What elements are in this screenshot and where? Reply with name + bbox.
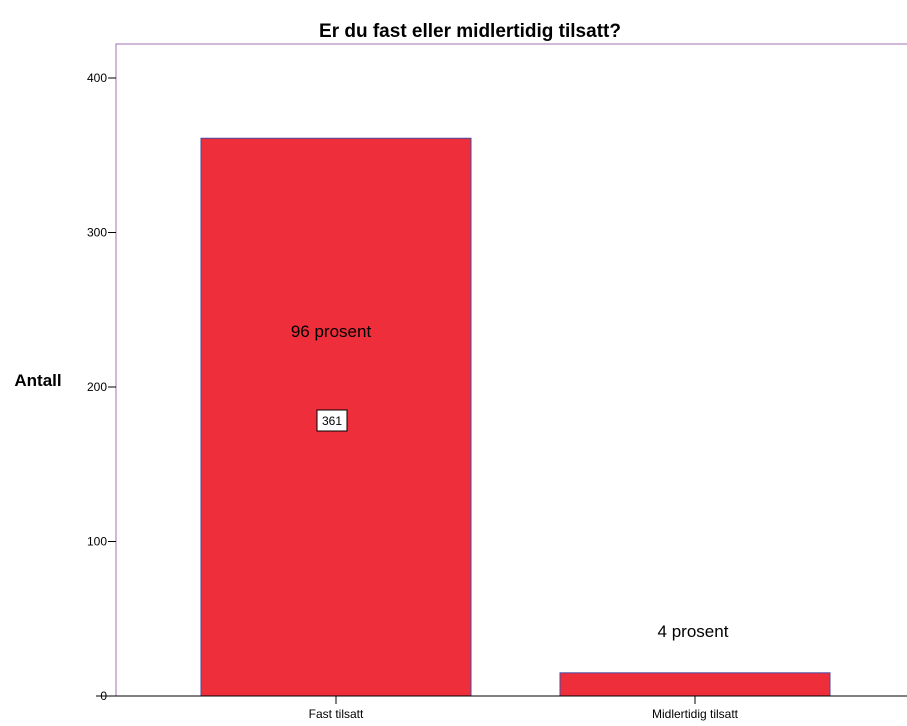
x-tick-label-1: Midlertidig tilsatt bbox=[652, 707, 739, 721]
chart-title: Er du fast eller midlertidig tilsatt? bbox=[319, 21, 621, 42]
x-tick-label-0: Fast tilsatt bbox=[309, 707, 364, 721]
bar-percent-label-1: 4 prosent bbox=[658, 622, 729, 641]
bars: 96 prosent 4 prosent 361 bbox=[200, 137, 831, 697]
bar-count-box-0 bbox=[316, 409, 348, 432]
y-tick-label-1: 100 bbox=[87, 535, 107, 549]
bar-percent-label-0: 96 prosent bbox=[291, 322, 372, 341]
y-axis-label: Antall bbox=[14, 371, 61, 390]
bar-count-label-0: 361 bbox=[322, 414, 342, 428]
y-tick-label-3: 300 bbox=[87, 226, 107, 240]
bar-1 bbox=[559, 672, 831, 697]
y-tick-label-2: 200 bbox=[87, 380, 107, 394]
y-tick-label-4: 400 bbox=[87, 71, 107, 85]
x-axis: Fast tilsatt Midlertidig tilsatt bbox=[96, 695, 907, 721]
